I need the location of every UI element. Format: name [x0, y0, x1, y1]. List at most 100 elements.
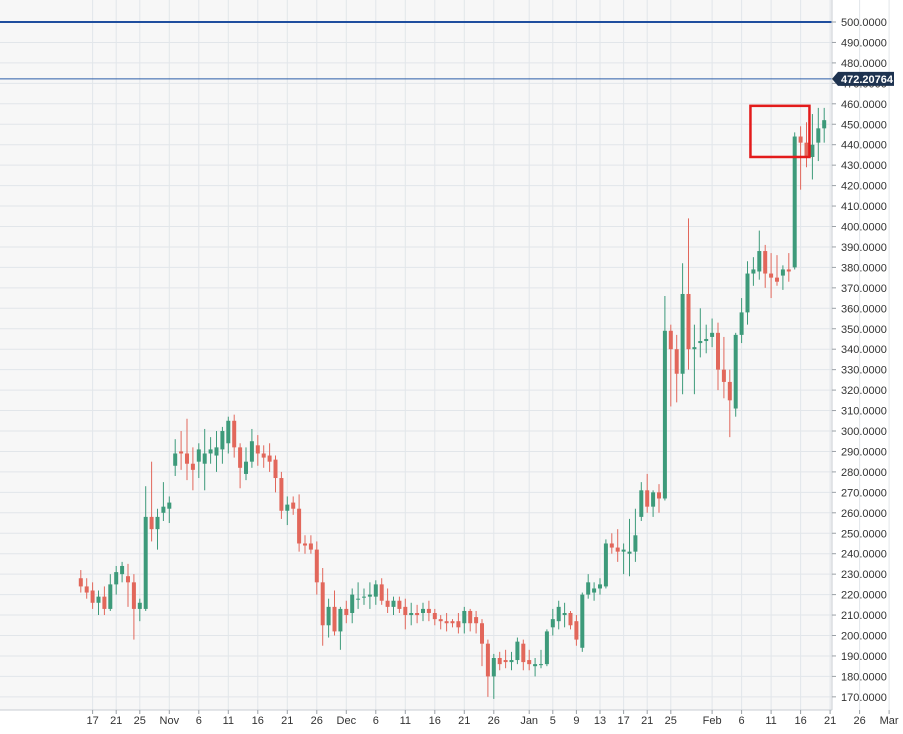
candle-down: [480, 619, 484, 667]
candle-up: [580, 592, 585, 652]
y-tick-label: 490.0000: [841, 37, 887, 49]
candle-body: [303, 543, 307, 546]
candle-up: [816, 107, 821, 162]
candle-body: [574, 621, 579, 640]
candle-up: [114, 565, 119, 595]
candle-down: [84, 578, 89, 599]
candle-down: [769, 253, 774, 299]
candle-down: [273, 455, 278, 493]
y-axis-ticks[interactable]: 500.0000490.0000480.0000470.0000460.0000…: [832, 17, 887, 704]
candle-body: [421, 608, 425, 614]
candle-body: [727, 381, 732, 401]
y-tick-label: 190.0000: [841, 651, 887, 663]
candle-body: [804, 142, 809, 157]
candle-down: [379, 578, 384, 605]
candle-body: [615, 547, 620, 552]
x-tick-label: 21: [281, 715, 293, 727]
candle-body: [185, 453, 189, 464]
candle-body: [503, 660, 508, 663]
candle-down: [279, 471, 284, 519]
candle-body: [149, 516, 154, 530]
candle-up: [244, 447, 248, 481]
candle-body: [232, 420, 237, 448]
candle-down: [727, 369, 732, 438]
y-tick-label: 280.0000: [841, 467, 887, 479]
candle-up: [810, 114, 815, 180]
candle-up: [556, 600, 561, 630]
candle-up: [226, 416, 231, 454]
candle-body: [320, 582, 325, 626]
y-tick-label: 170.0000: [841, 692, 887, 704]
candle-body: [721, 369, 726, 382]
candle-body: [438, 619, 443, 622]
candle-down: [721, 336, 726, 399]
candle-body: [338, 608, 343, 632]
candle-body: [662, 330, 667, 499]
x-tick-label: 26: [853, 715, 865, 727]
candle-down: [786, 253, 791, 282]
x-tick-label: 21: [458, 715, 470, 727]
candle-body: [450, 621, 455, 624]
candle-body: [550, 619, 555, 628]
y-tick-label: 450.0000: [841, 119, 887, 131]
candle-body: [297, 508, 302, 544]
candle-body: [757, 251, 762, 272]
candle-down: [438, 615, 443, 630]
candle-down: [657, 484, 661, 513]
candle-body: [126, 576, 130, 583]
candle-down: [303, 535, 307, 554]
y-tick-label: 410.0000: [841, 201, 887, 213]
candle-body: [639, 490, 644, 517]
candle-down: [668, 324, 673, 407]
candle-body: [285, 504, 290, 511]
candle-body: [739, 312, 744, 335]
candle-body: [633, 535, 638, 552]
y-tick-label: 390.0000: [841, 242, 887, 254]
candle-down: [185, 418, 189, 481]
candle-body: [161, 506, 166, 513]
candle-up: [350, 588, 355, 624]
candle-up: [627, 518, 632, 577]
candle-down: [131, 574, 136, 640]
candle-body: [686, 293, 691, 350]
highlight-box: [749, 104, 811, 159]
y-tick-label: 260.0000: [841, 508, 887, 520]
candle-body: [226, 420, 231, 444]
candle-body: [609, 543, 614, 548]
candle-body: [621, 549, 626, 552]
candle-body: [379, 584, 384, 601]
candle-up: [161, 482, 166, 521]
candle-down: [645, 473, 650, 513]
x-tick-label: 26: [311, 715, 323, 727]
x-tick-label: 26: [488, 715, 500, 727]
candle-body: [533, 664, 538, 667]
candle-down: [521, 639, 526, 671]
candle-body: [238, 447, 243, 468]
candle-down: [432, 608, 437, 626]
candle-up: [409, 602, 414, 626]
candle-body: [822, 120, 827, 129]
x-axis-ticks[interactable]: 17 21 25 Nov 6 11 16 21 26 Dec 6 11 16 21 26 Jan 5 9 13 17 2…: [86, 710, 899, 727]
candle-body: [668, 330, 673, 350]
candle-up: [680, 263, 685, 395]
candle-body: [698, 341, 703, 344]
candle-body: [179, 451, 184, 454]
y-tick-label: 180.0000: [841, 671, 887, 683]
candle-body: [751, 269, 756, 274]
candle-up: [373, 580, 378, 605]
candle-body: [562, 613, 567, 616]
x-tick-label: 17: [617, 715, 629, 727]
candle-down: [397, 596, 402, 614]
y-tick-label: 250.0000: [841, 528, 887, 540]
candle-body: [786, 269, 791, 272]
plot-background: [0, 0, 832, 710]
candle-up: [326, 598, 331, 638]
y-tick-label: 500.0000: [841, 17, 887, 29]
y-tick-label: 290.0000: [841, 446, 887, 458]
candle-body: [137, 602, 142, 609]
candle-body: [780, 269, 785, 276]
candle-body: [769, 273, 774, 278]
candle-down: [474, 610, 479, 634]
x-tick-label: 21: [824, 715, 836, 727]
candle-up: [550, 608, 555, 636]
